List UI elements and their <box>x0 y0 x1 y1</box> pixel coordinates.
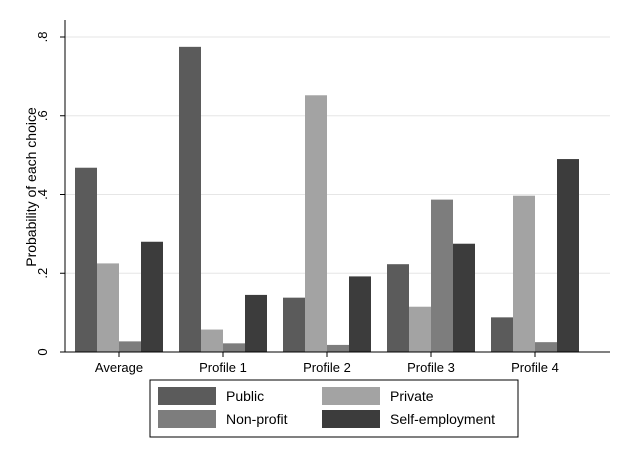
axes <box>64 20 610 353</box>
legend-label: Self-employment <box>390 411 495 427</box>
bar <box>491 317 513 352</box>
bar <box>245 294 267 352</box>
x-tick-label: Average <box>95 360 143 375</box>
bar <box>179 46 201 352</box>
bar <box>97 263 119 352</box>
bar <box>305 95 327 353</box>
legend-label: Non-profit <box>226 411 288 427</box>
y-tick-label: .2 <box>35 268 50 279</box>
legend-label: Public <box>226 388 264 404</box>
y-tick-label: 0 <box>35 348 50 355</box>
x-tick-label: Profile 3 <box>407 360 455 375</box>
bar <box>409 306 431 352</box>
legend-swatch <box>322 387 380 405</box>
y-ticks: 0 .2 .4 .6 .8 <box>35 32 65 356</box>
legend: Public Private Non-profit Self-employment <box>149 379 519 438</box>
bar <box>75 167 97 352</box>
x-tick-label: Profile 2 <box>303 360 351 375</box>
legend-swatch <box>158 387 216 405</box>
y-tick-label: .4 <box>35 189 50 200</box>
bar <box>201 329 223 352</box>
bar <box>349 276 371 352</box>
bar <box>535 342 557 352</box>
bar <box>141 241 163 352</box>
legend-swatch <box>322 410 380 428</box>
bar <box>513 195 535 352</box>
legend-swatch <box>158 410 216 428</box>
y-tick-label: .8 <box>35 32 50 43</box>
bar <box>119 341 141 352</box>
y-axis-title: Probability of each choice <box>23 107 39 267</box>
y-tick-label: .6 <box>35 110 50 121</box>
bar <box>223 343 245 352</box>
x-tick-label: Profile 1 <box>199 360 247 375</box>
x-ticks: Average Profile 1 Profile 2 Profile 3 Profil… <box>95 352 559 375</box>
bar <box>557 159 579 352</box>
bars <box>75 46 579 353</box>
x-tick-label: Profile 4 <box>511 360 559 375</box>
bar <box>327 344 349 352</box>
bar <box>453 243 475 352</box>
bar <box>431 199 453 352</box>
bar <box>283 297 305 352</box>
legend-label: Private <box>390 388 434 404</box>
bar <box>387 264 409 352</box>
